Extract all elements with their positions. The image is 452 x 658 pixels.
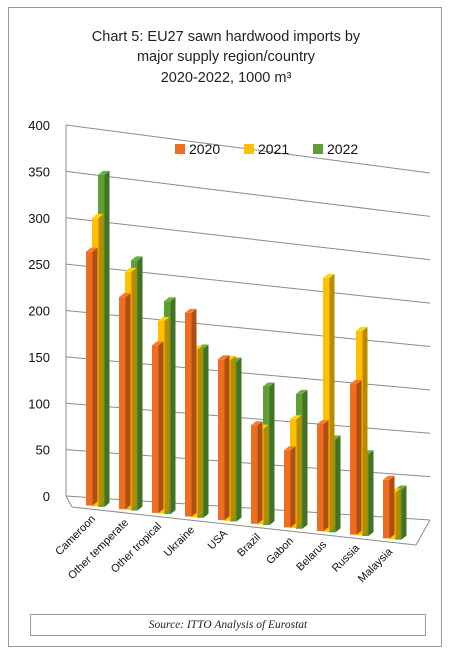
bar-side-2021 <box>98 213 104 507</box>
bar-2020-usa <box>218 359 225 521</box>
bar-top-2021 <box>290 415 302 420</box>
bar-2020-gabon <box>284 450 291 528</box>
bar-2020-other-temperate <box>119 297 126 510</box>
bar-top-2021 <box>323 273 335 278</box>
bar-side-2021 <box>164 316 170 514</box>
bar-top-2020 <box>251 421 263 426</box>
legend-label-2020: 2020 <box>189 141 220 157</box>
legend-swatch-2021 <box>244 144 254 154</box>
x-tick-label: Malaysia <box>356 545 396 585</box>
chart-title-line-3: 2020-2022, 1000 m³ <box>160 70 292 86</box>
bar-side-2022 <box>401 485 407 540</box>
bar-2020-ukraine <box>185 312 192 517</box>
bar-top-2022 <box>98 170 110 175</box>
bar-top-2020 <box>185 308 197 313</box>
bar-top-2021 <box>125 267 137 272</box>
gridline <box>65 217 431 261</box>
y-tick-label: 350 <box>28 164 50 179</box>
bar-top-2020 <box>383 475 395 480</box>
bar-side-2021 <box>296 415 302 529</box>
x-tick-label: Russia <box>330 542 363 575</box>
y-tick-label: 200 <box>28 304 50 319</box>
x-tick-label: Gabon <box>264 535 296 567</box>
floor-front-edge <box>71 506 417 546</box>
bar-side-2020 <box>290 446 296 528</box>
legend-swatch-2022 <box>313 144 323 154</box>
bar-side-2021 <box>197 345 203 518</box>
legend-label-2021: 2021 <box>258 141 289 157</box>
x-tick-label: Ukraine <box>162 524 197 559</box>
bar-side-2020 <box>191 308 197 517</box>
y-tick-label: 400 <box>28 118 50 133</box>
bar-side-2020 <box>356 380 362 535</box>
y-tick-label: 250 <box>28 257 50 272</box>
bar-side-2021 <box>362 326 368 536</box>
bar-side-2020 <box>224 355 230 521</box>
bar-2020-belarus <box>317 424 324 532</box>
chart-title-line-1: Chart 5: EU27 sawn hardwood imports by <box>91 29 361 45</box>
bar-top-2022 <box>164 297 176 302</box>
y-tick-label: 50 <box>36 443 50 458</box>
bar-side-2022 <box>170 297 176 515</box>
x-tick-label: USA <box>206 527 231 552</box>
bar-side-2020 <box>125 293 131 510</box>
bar-side-2021 <box>395 488 401 540</box>
bar-2021-belarus <box>323 277 330 532</box>
bar-2020-brazil <box>251 425 258 524</box>
bar-2020-malaysia <box>383 479 390 539</box>
bar-side-2020 <box>323 420 329 532</box>
bar-side-2022 <box>203 344 209 518</box>
bar-side-2022 <box>335 435 341 533</box>
bar-2020-cameroon <box>86 251 93 506</box>
bar-top-2022 <box>395 485 407 490</box>
bar-side-2022 <box>137 256 143 511</box>
bar-top-2021 <box>158 316 170 321</box>
y-tick-label: 150 <box>28 350 50 365</box>
bar-top-2021 <box>356 326 368 331</box>
bar-top-2020 <box>218 355 230 360</box>
bar-side-2022 <box>302 389 308 529</box>
chart-title-line-2: major supply region/country <box>136 49 316 65</box>
bar-side-2020 <box>92 247 98 506</box>
bar-side-2022 <box>236 357 242 522</box>
bar-side-2021 <box>131 267 137 510</box>
bar-top-2020 <box>284 446 296 451</box>
bar-side-2022 <box>104 170 110 507</box>
bar-side-2022 <box>368 450 374 537</box>
y-tick-label: 300 <box>28 211 50 226</box>
bar-top-2020 <box>86 247 98 252</box>
bar-2020-other-tropical <box>152 345 159 513</box>
bar-side-2021 <box>230 355 236 521</box>
bar-side-2021 <box>263 424 269 525</box>
bar-top-2022 <box>131 256 143 261</box>
bar-top-2020 <box>350 380 362 385</box>
y-tick-label: 100 <box>28 396 50 411</box>
bar-top-2022 <box>263 382 275 387</box>
legend-label-2022: 2022 <box>327 141 358 157</box>
y-tick-label: 0 <box>43 489 50 504</box>
bar-side-2020 <box>257 421 263 524</box>
bar-top-2020 <box>317 420 329 425</box>
bar-side-2020 <box>389 475 395 539</box>
bar-top-2020 <box>152 341 164 346</box>
x-tick-label: Brazil <box>235 531 263 559</box>
bar-2020-russia <box>350 384 357 535</box>
legend-swatch-2020 <box>175 144 185 154</box>
floor-right-edge <box>415 519 431 546</box>
gridline <box>65 170 431 217</box>
bar-top-2021 <box>92 213 104 218</box>
bar-side-2021 <box>329 273 335 532</box>
bar-side-2020 <box>158 341 164 513</box>
floor-left-edge <box>65 495 73 508</box>
source-note: Source: ITTO Analysis of Eurostat <box>30 614 426 636</box>
x-tick-label: Belarus <box>294 538 329 573</box>
bar-side-2022 <box>269 382 275 526</box>
bar-top-2020 <box>119 293 131 298</box>
bar-top-2022 <box>296 389 308 394</box>
